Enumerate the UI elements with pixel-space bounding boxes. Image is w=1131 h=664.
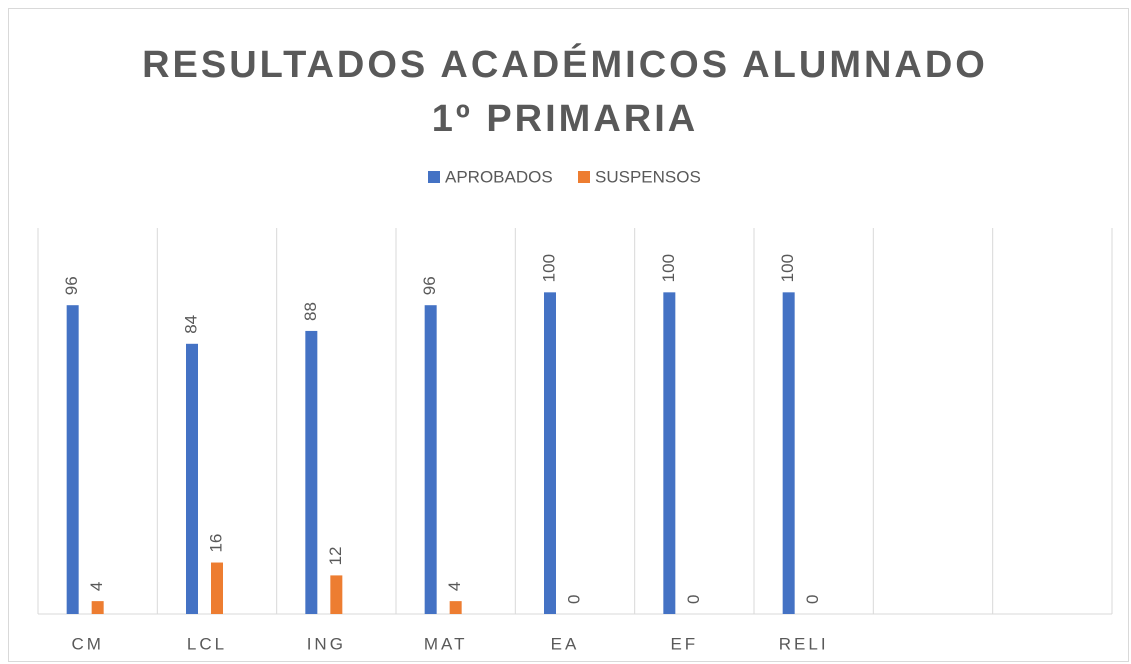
legend-swatch: [428, 171, 440, 183]
data-label: 84: [181, 315, 200, 334]
chart-frame: [8, 8, 1129, 662]
data-label: 100: [659, 254, 678, 282]
bar: [305, 330, 318, 614]
data-label: 96: [62, 276, 81, 295]
x-tick-label: ING: [307, 634, 346, 653]
legend-swatch: [578, 171, 590, 183]
data-label: 0: [684, 595, 703, 604]
x-tick-label: EA: [551, 634, 580, 653]
x-tick-label: EF: [670, 634, 698, 653]
x-tick-label: RELI: [779, 634, 829, 653]
data-label: 12: [326, 546, 345, 565]
data-label: 96: [420, 276, 439, 295]
data-label: 4: [87, 582, 106, 591]
data-label: 100: [778, 254, 797, 282]
data-label: 100: [539, 254, 558, 282]
data-label: 0: [564, 595, 583, 604]
bar: [186, 343, 198, 614]
legend-label: SUSPENSOS: [595, 167, 701, 186]
x-tick-label: MAT: [424, 634, 468, 653]
bar: [330, 575, 343, 614]
legend-label: APROBADOS: [445, 167, 553, 186]
x-tick-label: LCL: [187, 634, 227, 653]
data-label: 88: [301, 302, 320, 321]
data-label: 16: [206, 534, 225, 553]
data-label: 4: [445, 582, 464, 591]
x-tick-label: CM: [71, 634, 103, 653]
bar: [449, 601, 462, 614]
bar: [91, 601, 104, 614]
bar: [66, 305, 79, 614]
bar: [782, 292, 795, 614]
bar: [663, 292, 676, 614]
bar: [544, 292, 556, 614]
bar: [211, 562, 223, 614]
bar: [424, 305, 437, 614]
data-label: 0: [803, 595, 822, 604]
chart-title: RESULTADOS ACADÉMICOS ALUMNADO 1º PRIMAR…: [142, 44, 988, 140]
